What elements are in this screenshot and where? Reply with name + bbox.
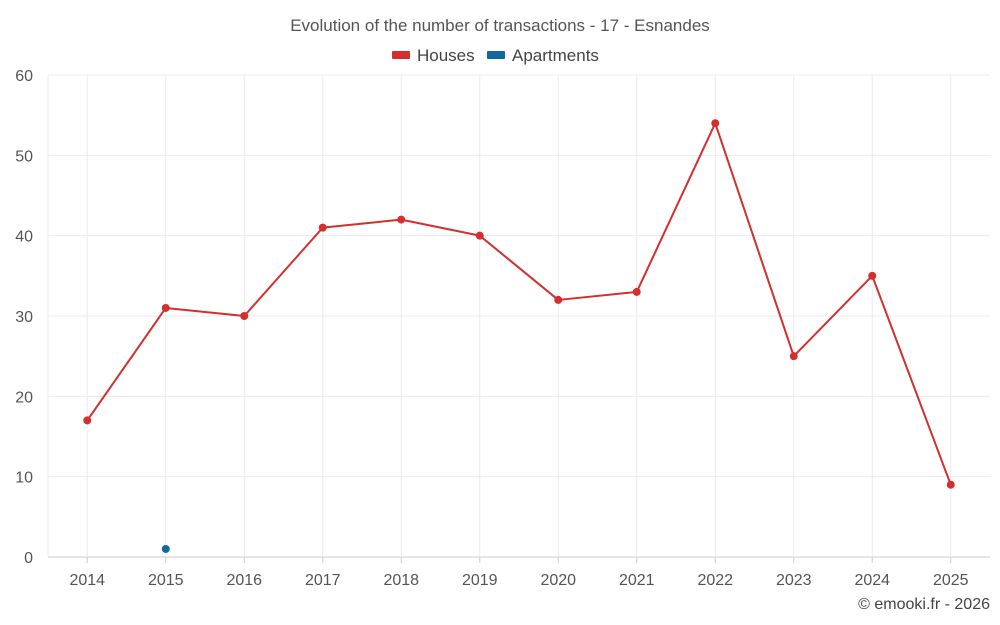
data-point-houses[interactable]: [632, 287, 641, 296]
y-tick-label: 40: [15, 229, 33, 246]
x-tick-label: 2015: [148, 572, 184, 589]
x-tick-label: 2018: [383, 572, 419, 589]
data-point-houses[interactable]: [83, 416, 92, 425]
y-axis: 0 10 20 30 40 50 60: [15, 68, 33, 567]
legend-item-apartments[interactable]: Apartments: [487, 46, 599, 65]
x-tick-label: 2022: [697, 572, 733, 589]
x-tick-label: 2023: [776, 572, 812, 589]
x-tick-label: 2017: [305, 572, 341, 589]
data-point-apartments[interactable]: [161, 544, 170, 553]
legend-label-houses: Houses: [417, 46, 475, 65]
credit-text: © emooki.fr - 2026: [858, 596, 990, 613]
legend-swatch-apartments: [487, 51, 505, 59]
series-layer: [83, 119, 955, 553]
x-tick-label: 2025: [933, 572, 969, 589]
grid: [47, 74, 990, 558]
x-tick-label: 2020: [540, 572, 576, 589]
data-point-houses[interactable]: [397, 215, 406, 224]
legend-label-apartments: Apartments: [512, 46, 599, 65]
x-axis: 2014 2015 2016 2017 2018 2019 2020 2021 2022 2023…: [69, 557, 969, 589]
chart-title: Evolution of the number of transactions …: [290, 16, 710, 35]
legend: Houses Apartments: [392, 46, 599, 65]
data-point-houses[interactable]: [318, 223, 327, 232]
y-tick-label: 30: [15, 309, 33, 326]
y-tick-label: 0: [24, 550, 33, 567]
y-tick-label: 10: [15, 470, 33, 487]
x-tick-label: 2014: [69, 572, 105, 589]
data-point-houses[interactable]: [868, 271, 877, 280]
x-tick-label: 2019: [462, 572, 498, 589]
data-point-houses[interactable]: [161, 303, 170, 312]
x-tick-label: 2016: [226, 572, 262, 589]
data-point-houses[interactable]: [240, 312, 249, 320]
legend-swatch-houses: [392, 51, 410, 59]
y-tick-label: 20: [15, 389, 33, 406]
series-line-houses: [86, 122, 952, 486]
legend-item-houses[interactable]: Houses: [392, 46, 475, 65]
y-tick-label: 50: [15, 148, 33, 165]
x-tick-label: 2024: [854, 572, 890, 589]
data-point-houses[interactable]: [554, 295, 563, 304]
data-point-houses[interactable]: [711, 119, 720, 128]
data-point-houses[interactable]: [946, 480, 955, 489]
y-tick-label: 60: [15, 68, 33, 85]
data-point-houses[interactable]: [475, 231, 484, 240]
data-point-houses[interactable]: [789, 352, 798, 361]
x-tick-label: 2021: [619, 572, 655, 589]
